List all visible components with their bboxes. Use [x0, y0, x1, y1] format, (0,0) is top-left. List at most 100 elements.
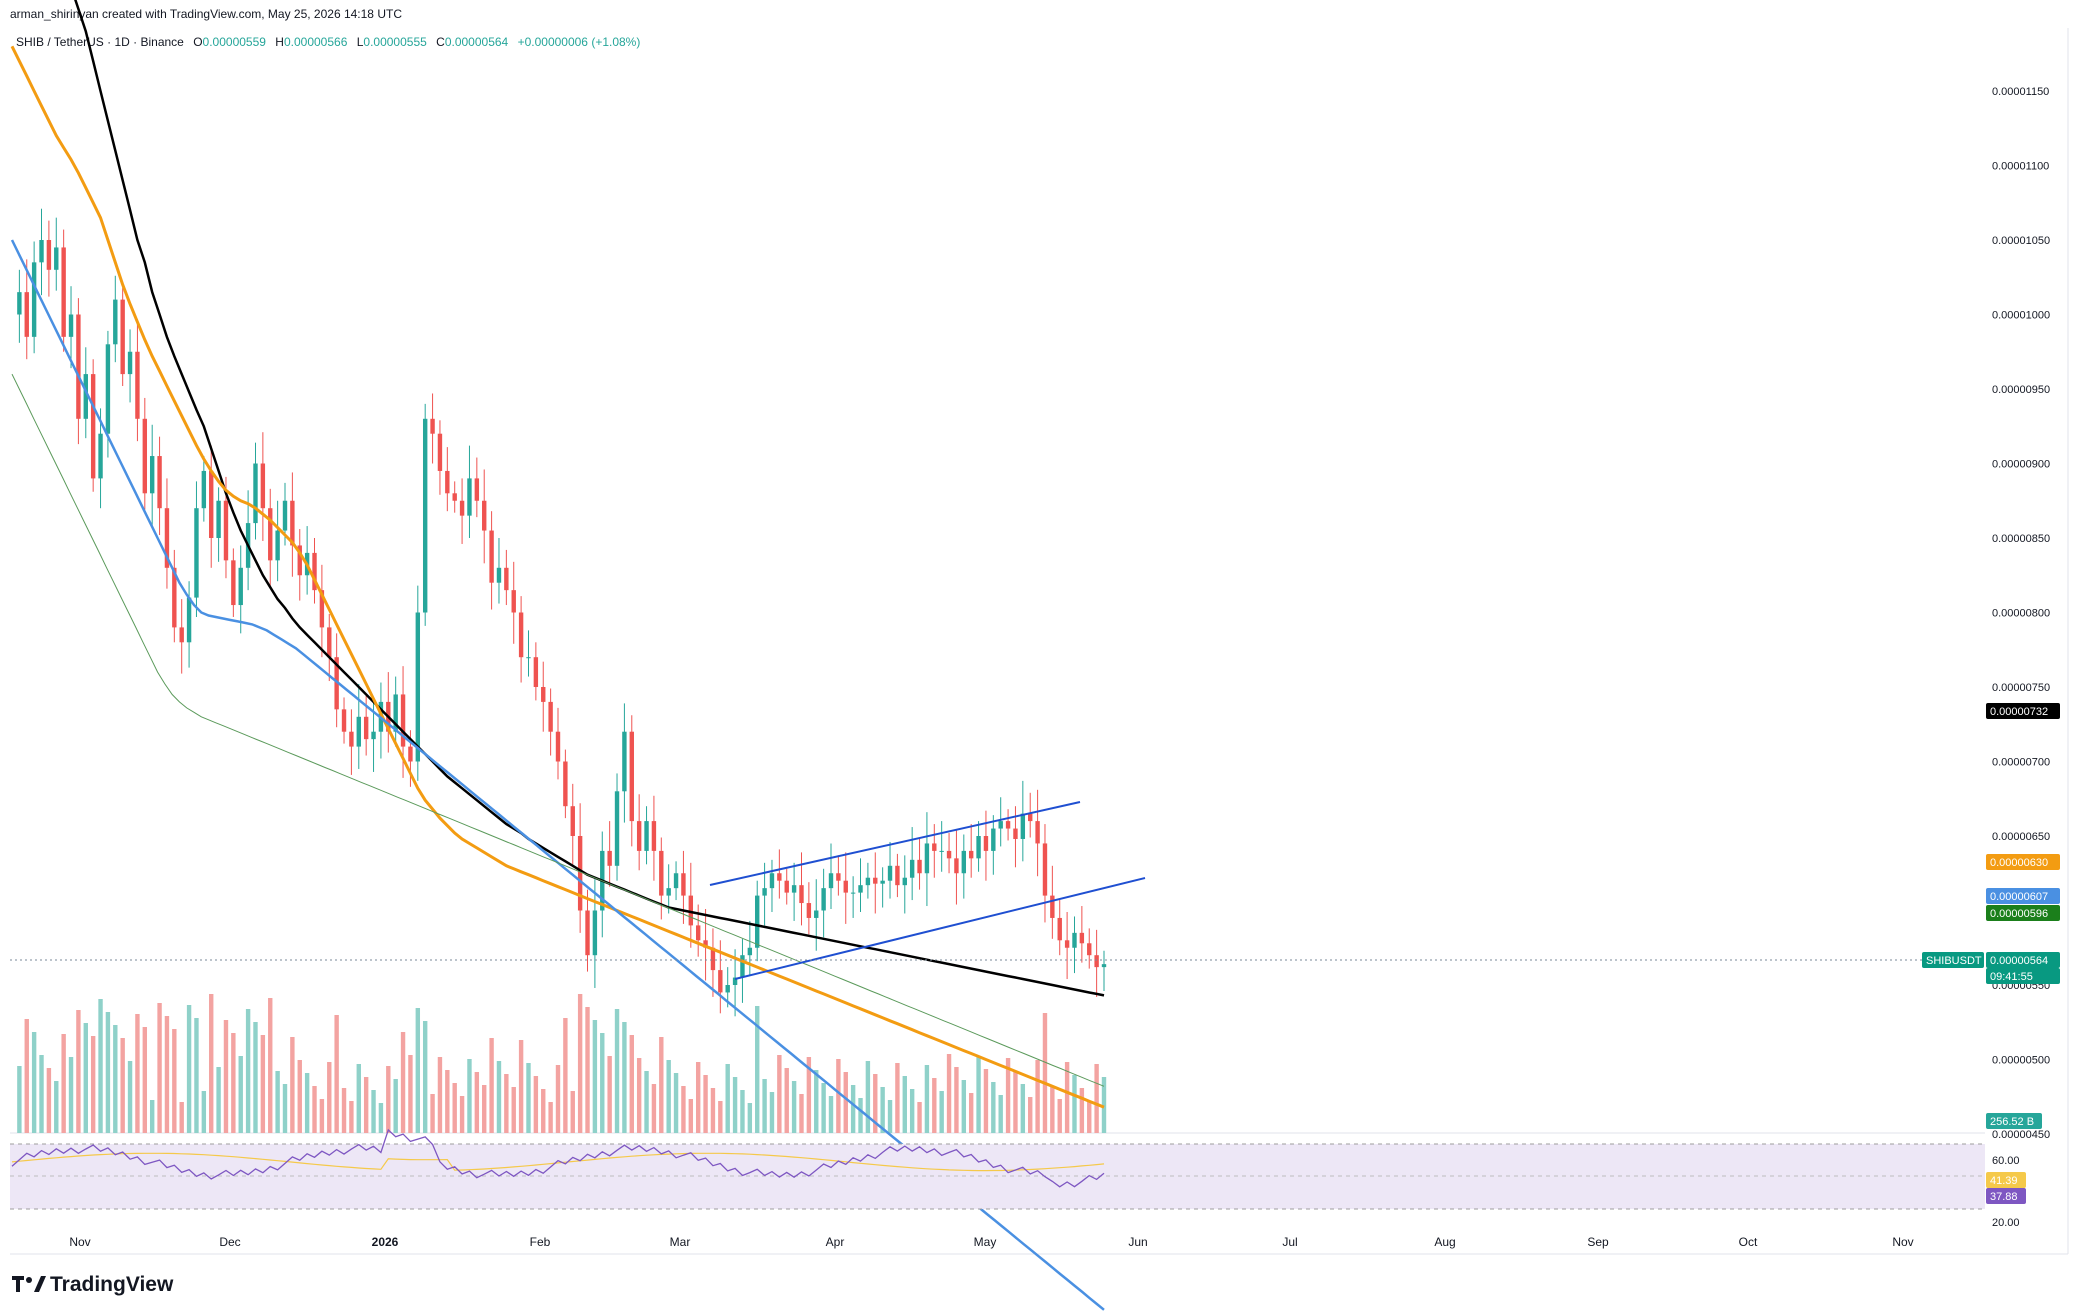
volume-bar — [887, 1100, 893, 1133]
candle-body — [755, 895, 760, 948]
candle-body — [828, 873, 834, 889]
time-axis[interactable]: Nov Dec 2026 Feb Mar Apr May Jun Jul Aug Sep Oct Nov — [69, 1235, 1913, 1249]
ma200-line[interactable] — [12, 0, 1105, 997]
rsi-line[interactable] — [11, 1128, 1105, 1188]
price-tick-label: 0.00001150 — [1992, 86, 2049, 98]
time-tick-label: Dec — [219, 1235, 240, 1249]
volume-bar — [179, 1102, 184, 1133]
volume-bar — [710, 1088, 716, 1133]
volume-bar — [814, 1070, 819, 1133]
volume-bar — [976, 1056, 981, 1133]
volume-bar — [452, 1083, 457, 1133]
channel-lower-line[interactable] — [734, 877, 1146, 980]
volume-bar — [688, 1099, 694, 1133]
candle-body — [585, 910, 590, 956]
candle-body — [253, 463, 258, 524]
ma100-line[interactable] — [10, 45, 1105, 1109]
candle-body — [954, 858, 959, 874]
volume-bar — [917, 1102, 922, 1133]
price-tick-label: 0.00000650 — [1992, 831, 2050, 843]
volume-bar — [673, 1073, 679, 1133]
volume-bar — [718, 1101, 723, 1133]
ascending-channel[interactable] — [709, 801, 1146, 980]
candle-body — [54, 247, 59, 270]
rsi-ma-line[interactable] — [11, 1152, 1105, 1172]
candle-body — [327, 627, 332, 658]
volume-bar — [422, 1021, 428, 1133]
volume-bar — [614, 1009, 620, 1133]
volume-bar — [895, 1063, 900, 1133]
candle-body — [1101, 964, 1107, 968]
volume-bar — [290, 1037, 295, 1133]
volume-bar — [1028, 1097, 1033, 1133]
candle-body — [149, 456, 155, 494]
ma20-price-tag-bg — [1986, 905, 2060, 921]
volume-bar — [732, 1077, 738, 1133]
volume-bar — [784, 1068, 789, 1133]
candle-body — [814, 910, 819, 918]
volume-bar — [223, 1020, 229, 1133]
candle-body — [873, 877, 878, 884]
volume-bar — [54, 1081, 59, 1133]
candle-body — [924, 843, 930, 874]
candle-body — [1064, 940, 1070, 948]
volume-bar — [31, 1032, 37, 1133]
candle-body — [216, 500, 221, 538]
candle-body — [31, 262, 37, 337]
time-tick-label: Jul — [1282, 1235, 1297, 1249]
volume-tag: 256.52 B — [1990, 1116, 2034, 1128]
candle-body — [895, 865, 900, 886]
volume-bar — [799, 1094, 804, 1133]
candle-body — [209, 470, 214, 538]
candle-body — [489, 530, 494, 583]
candle-body — [39, 240, 44, 263]
volume-bar — [149, 1100, 155, 1133]
time-tick-label: Sep — [1587, 1235, 1609, 1249]
low-value: 0.00000555 — [363, 35, 427, 49]
ma200-price-tag-bg — [1986, 703, 2060, 719]
volume-bar — [1042, 1013, 1048, 1133]
channel-upper-line[interactable] — [709, 801, 1081, 886]
candle-body — [659, 850, 664, 896]
candle-body — [644, 821, 649, 851]
candle-body — [408, 746, 413, 762]
candle-body — [127, 351, 133, 375]
tradingview-logo[interactable]: TradingView — [12, 1273, 174, 1296]
candle-body — [666, 888, 671, 896]
volume-bar — [105, 1012, 111, 1133]
volume-bar — [209, 994, 214, 1133]
ma20-price-tag: 0.00000596 — [1990, 908, 2048, 920]
volume-bar — [127, 1061, 133, 1133]
time-tick-label: Nov — [1892, 1235, 1913, 1249]
volume-bar — [216, 1067, 221, 1133]
volume-bar — [1101, 1077, 1107, 1133]
candle-body — [172, 567, 177, 628]
price-tick-label: 0.00001050 — [1992, 235, 2050, 247]
candle-body — [511, 590, 516, 613]
symbol-label: SHIB / TetherUS · 1D · Binance — [16, 35, 184, 49]
volume-bar — [725, 1064, 730, 1133]
candle-body — [1050, 895, 1055, 918]
time-tick-label: May — [974, 1235, 997, 1249]
volume-bar — [83, 1023, 88, 1133]
logo-mark-icon — [12, 1276, 24, 1292]
volume-bar — [415, 1008, 421, 1133]
candle-body — [430, 418, 435, 434]
volume-bar — [260, 1035, 266, 1133]
ma20-line[interactable] — [11, 373, 1105, 1087]
volume-bar — [46, 1068, 52, 1133]
candle-body — [688, 895, 694, 926]
volume-bar — [644, 1071, 649, 1133]
volume-bar — [791, 1081, 797, 1133]
candle-body — [290, 500, 295, 546]
volume-bar — [445, 1070, 450, 1133]
volume-bar — [983, 1069, 989, 1133]
volume-bar — [585, 1007, 590, 1133]
volume-bar — [135, 1014, 140, 1133]
candle-body — [400, 694, 406, 747]
candle-body — [1005, 821, 1011, 829]
volume-bar — [467, 1059, 472, 1133]
candle-body — [673, 873, 679, 889]
candle-body — [496, 567, 502, 583]
